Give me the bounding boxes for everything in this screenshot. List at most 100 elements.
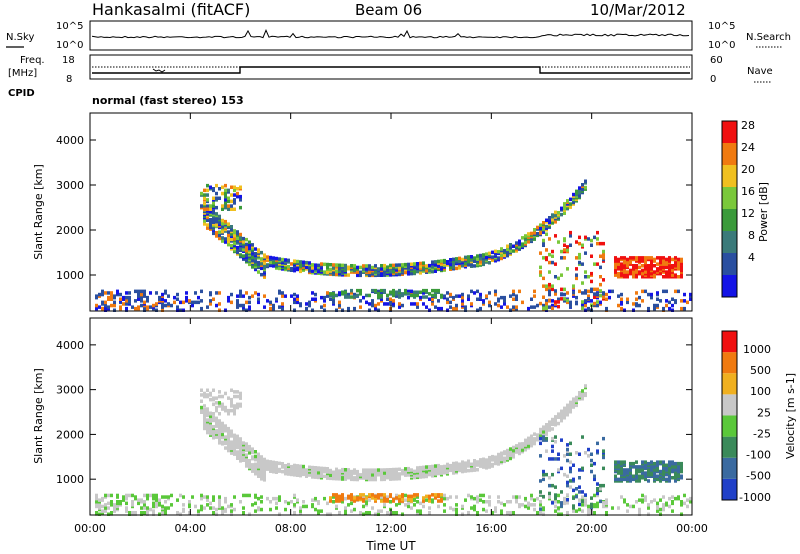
range-gate-cell — [551, 457, 554, 461]
range-gate-cell — [314, 469, 317, 473]
range-gate-cell — [557, 506, 560, 510]
range-gate-cell — [224, 201, 227, 205]
range-gate-cell — [341, 497, 344, 502]
range-gate-cell — [635, 256, 638, 260]
range-gate-cell — [509, 246, 512, 250]
range-gate-cell — [332, 300, 335, 305]
range-gate-cell — [593, 292, 596, 296]
range-gate-cell — [200, 507, 203, 512]
range-gate-cell — [335, 499, 338, 503]
range-gate-cell — [254, 252, 257, 256]
range-gate-cell — [173, 300, 176, 305]
range-gate-cell — [383, 471, 386, 475]
range-gate-cell — [593, 235, 596, 240]
range-gate-cell — [689, 297, 692, 301]
range-gate-cell — [164, 506, 167, 510]
nave-label: Nave — [747, 66, 773, 77]
range-gate-cell — [569, 400, 572, 405]
range-gate-cell — [449, 262, 452, 267]
range-gate-cell — [317, 263, 320, 268]
range-gate-cell — [107, 493, 110, 498]
range-gate-cell — [431, 288, 434, 293]
range-gate-cell — [176, 305, 179, 309]
date-title: 10/Mar/2012 — [590, 1, 686, 19]
range-gate-cell — [674, 461, 677, 466]
range-gate-cell — [656, 460, 659, 464]
range-gate-cell — [545, 299, 548, 303]
range-gate-cell — [251, 294, 254, 298]
range-gate-cell — [542, 256, 545, 260]
range-gate-cell — [248, 451, 251, 455]
range-gate-cell — [251, 258, 254, 263]
range-gate-cell — [500, 451, 503, 455]
range-gate-cell — [113, 509, 116, 513]
range-gate-cell — [416, 305, 419, 309]
range-gate-cell — [530, 434, 533, 438]
range-gate-cell — [380, 264, 383, 268]
range-gate-cell — [503, 302, 506, 306]
range-gate-cell — [443, 509, 446, 513]
range-gate-cell — [188, 500, 191, 504]
range-gate-cell — [314, 297, 317, 301]
range-gate-cell — [260, 272, 263, 277]
range-gate-cell — [236, 302, 239, 306]
range-gate-cell — [374, 471, 377, 475]
range-gate-cell — [335, 272, 338, 277]
range-gate-cell — [347, 468, 350, 472]
range-gate-cell — [431, 293, 434, 298]
range-gate-cell — [350, 291, 353, 295]
range-gate-cell — [428, 263, 431, 268]
range-gate-cell — [521, 300, 524, 305]
range-gate-cell — [554, 300, 557, 304]
range-gate-cell — [581, 495, 584, 499]
range-gate-cell — [377, 292, 380, 296]
range-gate-cell — [98, 512, 101, 516]
range-gate-cell — [425, 498, 428, 502]
range-gate-cell — [218, 495, 221, 499]
range-gate-cell — [389, 500, 392, 504]
range-gate-cell — [515, 297, 518, 301]
range-gate-cell — [377, 468, 380, 472]
range-gate-cell — [599, 487, 602, 491]
range-gate-cell — [674, 299, 677, 303]
range-gate-cell — [584, 275, 587, 279]
range-gate-cell — [341, 263, 344, 268]
range-gate-cell — [677, 257, 680, 262]
range-gate-cell — [314, 292, 317, 297]
range-gate-cell — [380, 468, 383, 472]
range-gate-cell — [227, 412, 230, 416]
range-gate-cell — [455, 507, 458, 512]
range-gate-cell — [539, 273, 542, 277]
range-gate-cell — [551, 299, 554, 303]
range-gate-cell — [224, 405, 227, 410]
range-gate-cell — [671, 500, 674, 504]
colorbar-swatch — [722, 275, 737, 297]
range-gate-cell — [599, 300, 602, 305]
range-gate-cell — [551, 436, 554, 441]
range-gate-cell — [200, 410, 203, 414]
range-gate-cell — [269, 507, 272, 512]
range-gate-cell — [233, 495, 236, 499]
range-gate-cell — [269, 300, 272, 305]
range-gate-cell — [332, 292, 335, 296]
range-gate-cell — [680, 306, 683, 311]
range-gate-cell — [515, 444, 518, 448]
range-gate-cell — [113, 308, 116, 312]
range-gate-cell — [578, 391, 581, 395]
range-gate-cell — [455, 495, 458, 499]
range-gate-cell — [383, 503, 386, 507]
range-gate-cell — [557, 211, 560, 215]
range-gate-cell — [221, 506, 224, 510]
range-gate-cell — [116, 289, 119, 294]
range-gate-cell — [539, 434, 542, 438]
range-gate-cell — [596, 491, 599, 496]
range-gate-cell — [605, 306, 608, 311]
colorbar-swatch — [722, 231, 737, 253]
range-gate-cell — [134, 495, 137, 499]
range-gate-cell — [335, 269, 338, 274]
noise-left-tick-top: 10^5 — [56, 21, 83, 32]
range-gate-cell — [488, 495, 491, 499]
range-gate-cell — [566, 452, 569, 456]
range-gate-cell — [602, 455, 605, 460]
